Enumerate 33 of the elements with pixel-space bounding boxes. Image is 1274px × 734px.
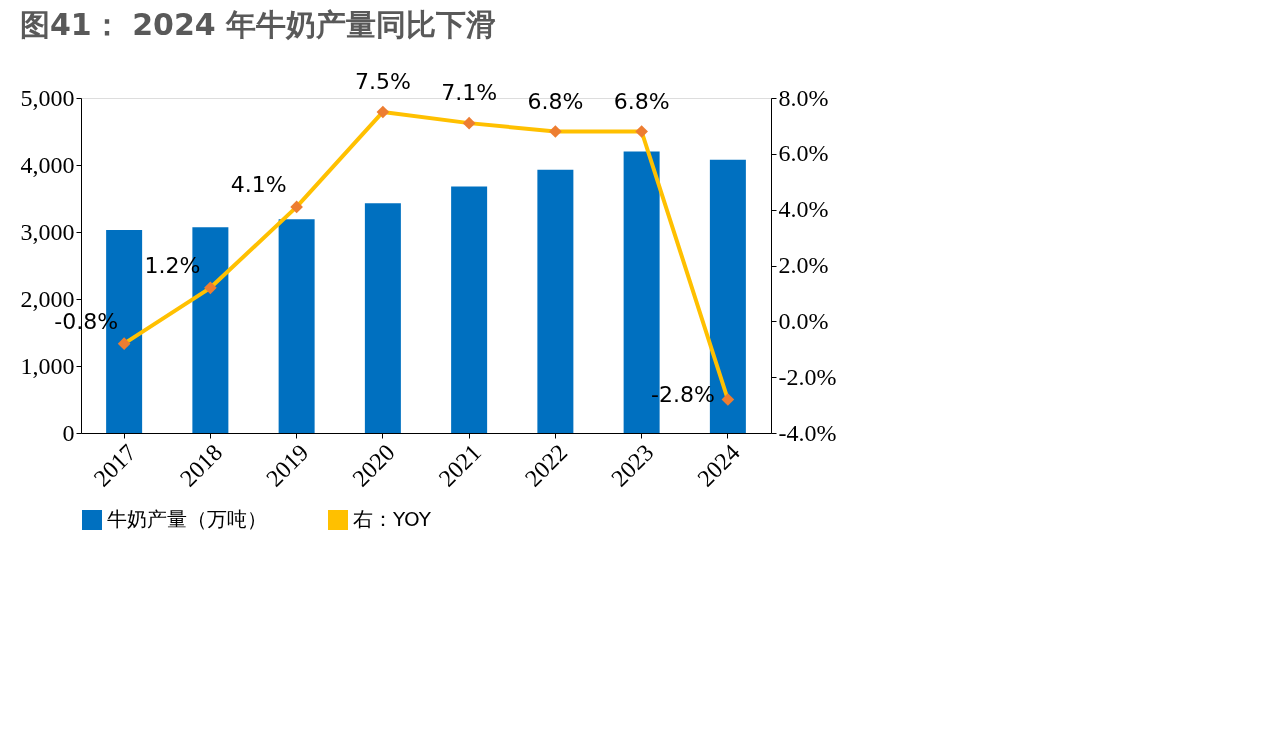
data-label: 4.1% [230,171,287,197]
y2-tick-label: -4.0% [778,419,837,446]
data-label: 6.8% [527,88,584,114]
data-label: 7.1% [441,80,498,106]
y2-tick-label: 0.0% [778,307,829,334]
point [635,125,648,138]
chart-title: 图41： 2024 年牛奶产量同比下滑 [20,6,497,42]
bar [537,169,574,433]
y-tick-label: 2,000 [20,285,75,312]
point [376,105,390,119]
y2-tick-label: 2.0% [778,252,829,278]
y2-tick-label: 4.0% [778,196,829,223]
point [549,125,562,138]
y2-tick-label: 8.0% [778,84,829,111]
legend-label: 右：YOY [353,507,432,531]
point [290,200,303,214]
y-tick-label: 1,000 [20,352,75,379]
y2-tick-label: -2.0% [778,363,837,390]
y-tick-label: 4,000 [20,151,75,178]
legend-label: 牛奶产量（万吨） [107,507,267,531]
y-tick-label: 3,000 [20,218,75,245]
point [204,281,217,295]
point [721,393,735,406]
y-tick-label: 5,000 [20,84,75,111]
point [462,116,476,130]
data-label: 7.5% [354,68,411,94]
bar [278,219,315,433]
y-tick-label: 0 [62,419,75,446]
bar [451,186,488,433]
point [117,337,131,350]
data-label: 6.8% [613,88,670,114]
bar [364,203,401,433]
y2-tick-label: 6.0% [778,140,829,167]
